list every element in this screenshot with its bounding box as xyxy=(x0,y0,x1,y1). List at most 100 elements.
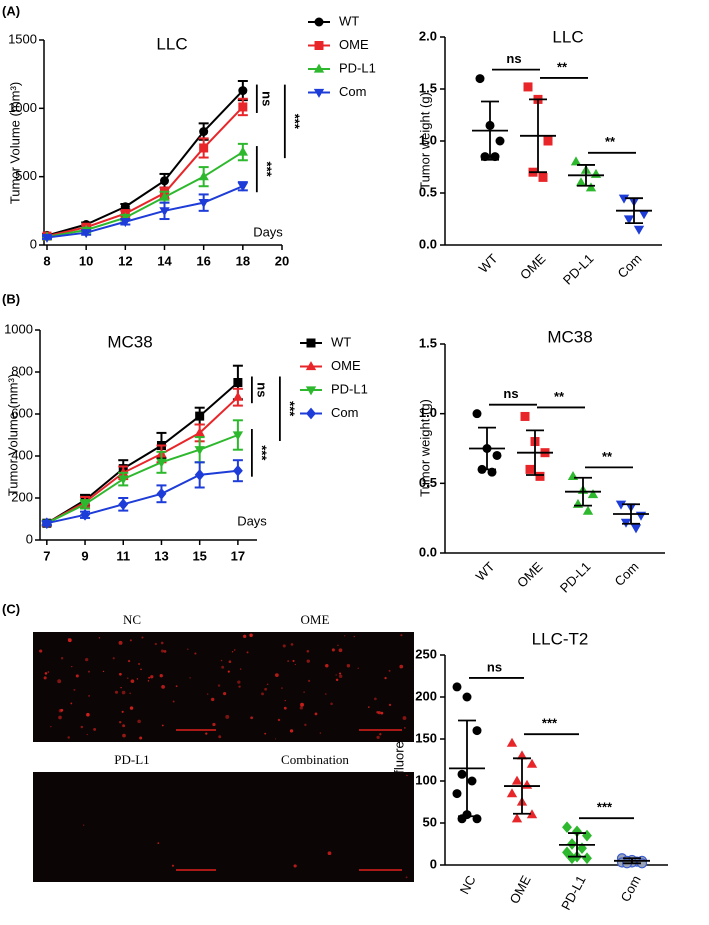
fluorescent-dot xyxy=(261,692,264,696)
marker xyxy=(79,500,91,510)
x-tick-label: 13 xyxy=(154,548,168,563)
legend-label: WT xyxy=(339,13,359,28)
fluorescent-dot xyxy=(339,672,342,675)
fluorescent-dot xyxy=(189,677,191,679)
marker xyxy=(232,431,244,441)
chart-title: MC38 xyxy=(547,327,592,346)
marker xyxy=(523,82,533,92)
fluorescent-dot xyxy=(282,644,286,648)
fluorescent-dot xyxy=(238,685,241,688)
marker xyxy=(237,182,249,192)
fluorescent-dot xyxy=(150,675,154,679)
fluorescent-dot xyxy=(60,657,64,660)
series-line xyxy=(46,89,244,237)
significance-label: ns xyxy=(506,51,521,66)
y-tick-label: 50 xyxy=(423,814,437,829)
marker xyxy=(41,517,52,530)
fluorescent-dot xyxy=(86,712,90,717)
fluorescent-dot xyxy=(44,672,48,675)
legend-label: WT xyxy=(331,334,351,349)
fluorescent-dot xyxy=(293,864,297,868)
fluorescent-dot xyxy=(67,736,70,739)
fluorescent-dot xyxy=(121,710,124,713)
marker xyxy=(80,508,90,521)
marker xyxy=(238,102,248,112)
significance-label: *** xyxy=(597,800,613,815)
y-tick-label: 500 xyxy=(15,168,37,183)
fluorescent-dot xyxy=(147,680,150,682)
fluorescent-dot xyxy=(141,636,144,639)
fluorescent-dot xyxy=(70,702,73,705)
x-tick-label: 14 xyxy=(157,253,172,268)
fluorescent-dot xyxy=(388,703,392,706)
fluorescent-dot xyxy=(384,676,387,680)
marker xyxy=(575,177,587,187)
fluorescent-dot xyxy=(325,663,329,668)
x-tick-label: 12 xyxy=(118,253,132,268)
y-tick-label: 1000 xyxy=(4,321,33,336)
y-tick-label: 600 xyxy=(11,405,33,420)
fluorescent-dot xyxy=(127,677,129,679)
fluorescent-dot xyxy=(73,688,76,691)
chart-title: LLC xyxy=(156,34,187,53)
fluorescent-dot xyxy=(264,687,267,691)
fluorescent-dot xyxy=(346,664,351,668)
y-tick-label: 0.0 xyxy=(419,544,437,559)
marker xyxy=(511,813,523,823)
marker xyxy=(475,74,485,84)
fluorescent-dot xyxy=(338,648,343,653)
y-tick-label: 1000 xyxy=(8,100,37,115)
fluorescent-dot xyxy=(287,660,290,663)
marker xyxy=(118,475,129,485)
fluorescent-dot xyxy=(39,649,43,653)
image-label: PD-L1 xyxy=(114,752,149,767)
y-tick-label: 150 xyxy=(415,730,437,745)
fluorescent-dot xyxy=(402,716,407,720)
fluorescent-dot xyxy=(246,651,249,654)
marker xyxy=(462,692,472,702)
fluorescent-dot xyxy=(283,706,287,710)
marker xyxy=(237,146,249,156)
marker xyxy=(194,469,205,481)
fluorescent-dot xyxy=(87,670,91,673)
fluorescent-dot xyxy=(300,702,304,707)
fluorescent-dot xyxy=(380,711,384,715)
fluorescent-dot xyxy=(377,711,381,715)
marker xyxy=(194,427,205,437)
significance-label: *** xyxy=(542,716,558,731)
fluorescent-dot xyxy=(353,635,356,638)
fluorescent-dot xyxy=(306,650,310,653)
fluorescent-dot xyxy=(303,691,305,693)
fluorescent-dot xyxy=(403,726,406,729)
significance-label: ns xyxy=(254,382,269,397)
marker xyxy=(562,846,572,859)
series-line xyxy=(46,434,239,525)
fluorescent-dot xyxy=(319,732,322,734)
x-tick-label: 15 xyxy=(192,548,206,563)
marker xyxy=(587,489,599,499)
marker xyxy=(232,391,244,401)
fluorescent-dot xyxy=(314,712,318,716)
fluorescent-dot xyxy=(172,700,175,703)
fluorescent-dot xyxy=(284,699,286,702)
significance-label: *** xyxy=(254,445,269,461)
series-line xyxy=(46,381,239,525)
fluorescent-dot xyxy=(58,715,62,720)
y-tick-label: 200 xyxy=(415,688,437,703)
fluorescent-dot xyxy=(148,676,151,679)
series-line xyxy=(46,396,239,525)
x-tick-label: 20 xyxy=(275,253,289,268)
x-tick-label: 18 xyxy=(236,253,250,268)
marker xyxy=(156,458,167,468)
marker xyxy=(567,852,577,865)
fluorescent-dot xyxy=(85,657,89,662)
x-tick-label: 10 xyxy=(79,253,93,268)
significance-label: ** xyxy=(557,59,568,74)
marker xyxy=(232,464,243,477)
fluorescent-dot xyxy=(289,729,294,733)
fluorescent-dot xyxy=(171,864,175,867)
marker xyxy=(492,450,502,460)
fluorescent-dot xyxy=(210,697,215,702)
y-tick-label: 0 xyxy=(30,236,37,251)
